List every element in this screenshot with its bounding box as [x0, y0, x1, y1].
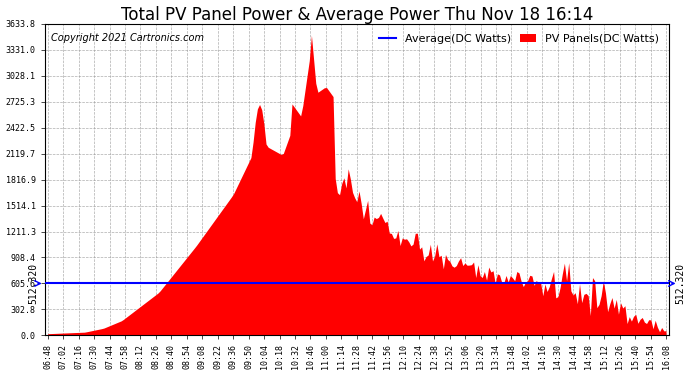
Text: Copyright 2021 Cartronics.com: Copyright 2021 Cartronics.com — [51, 33, 204, 43]
Text: 512.320: 512.320 — [676, 263, 685, 304]
Text: 512.320: 512.320 — [28, 263, 39, 304]
Legend: Average(DC Watts), PV Panels(DC Watts): Average(DC Watts), PV Panels(DC Watts) — [375, 29, 664, 48]
Title: Total PV Panel Power & Average Power Thu Nov 18 16:14: Total PV Panel Power & Average Power Thu… — [121, 6, 593, 24]
